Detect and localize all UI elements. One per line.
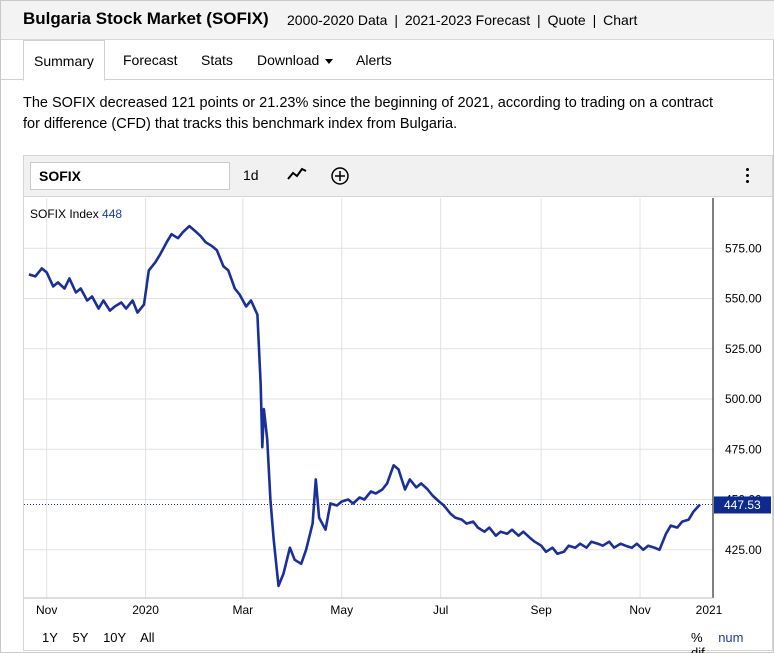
x-tick-label: Nov: [36, 603, 57, 617]
y-tick-label: 550.00: [725, 292, 762, 306]
x-tick-label: Nov: [629, 603, 650, 617]
display-mode-selector: % num dif: [679, 630, 772, 653]
y-tick-label: 500.00: [725, 392, 762, 406]
x-tick-label: 2020: [132, 603, 159, 617]
tab-download[interactable]: Download: [257, 40, 334, 80]
separator: |: [537, 12, 541, 28]
more-options-icon[interactable]: [745, 168, 751, 186]
x-tick-label: Sep: [530, 603, 552, 617]
last-price-tag: [714, 496, 771, 514]
y-tick-label: 575.00: [725, 241, 762, 255]
interval-button[interactable]: 1d: [243, 167, 259, 183]
last-price-label: 447.53: [724, 498, 761, 512]
mode-num-button[interactable]: num: [718, 630, 744, 645]
tab-stats[interactable]: Stats: [201, 52, 233, 68]
mode-dif-button[interactable]: dif: [691, 645, 705, 653]
legend-series-value: 448: [102, 207, 123, 221]
link-forecast[interactable]: 2021-2023 Forecast: [404, 12, 531, 28]
separator: |: [394, 12, 398, 28]
y-tick-label: 525.00: [725, 342, 762, 356]
tab-summary[interactable]: Summary: [23, 40, 105, 81]
x-tick-label: Mar: [233, 603, 254, 617]
range-5y-button[interactable]: 5Y: [72, 630, 89, 645]
x-tick-label: May: [330, 603, 353, 617]
symbol-input[interactable]: SOFIX: [30, 162, 230, 190]
y-tick-label: 475.00: [725, 442, 762, 456]
link-quote[interactable]: Quote: [547, 12, 586, 28]
tab-alerts[interactable]: Alerts: [356, 52, 392, 68]
tab-download-label: Download: [257, 52, 320, 68]
tab-forecast[interactable]: Forecast: [123, 52, 178, 68]
separator: |: [592, 12, 597, 28]
page-title: Bulgaria Stock Market (SOFIX): [23, 9, 269, 28]
summary-description: The SOFIX decreased 121 points or 21.23%…: [23, 93, 774, 135]
caret-down-icon: [325, 58, 334, 64]
x-tick-label: 2021: [696, 603, 723, 617]
y-tick-label: 425.00: [725, 543, 762, 557]
chart-legend: SOFIX Index 448: [30, 207, 122, 221]
link-chart[interactable]: Chart: [603, 12, 638, 28]
chart-toolbar: SOFIX 1d: [24, 156, 772, 197]
tab-bar: Summary Forecast Stats Download Alerts: [1, 40, 774, 81]
series-line-sofix: [28, 224, 701, 588]
page-header: Bulgaria Stock Market (SOFIX) 2000-2020 …: [1, 1, 774, 40]
header-links: 2000-2020 Data | 2021-2023 Forecast | Qu…: [287, 12, 637, 28]
range-selector: 1Y 5Y 10Y All: [42, 630, 166, 645]
chart-type-icon[interactable]: [287, 166, 307, 185]
range-1y-button[interactable]: 1Y: [42, 630, 58, 645]
mode-percent-button[interactable]: %: [691, 630, 703, 645]
description-line-1: The SOFIX decreased 121 points or 21.23%…: [23, 95, 713, 111]
chart-plot-area: 575.00550.00525.00500.00475.00450.00425.…: [24, 198, 771, 617]
chart-container: SOFIX 1d 575.00 550.00 525.00 500.00 475.00 4…: [23, 155, 773, 653]
range-all-button[interactable]: All: [140, 630, 155, 645]
link-historical-data[interactable]: 2000-2020 Data: [287, 12, 388, 28]
range-10y-button[interactable]: 10Y: [103, 630, 127, 645]
description-line-2: for difference (CFD) that tracks this be…: [23, 116, 458, 132]
legend-series-name: SOFIX Index: [30, 207, 99, 221]
add-indicator-icon[interactable]: [330, 166, 350, 189]
x-tick-label: Jul: [433, 603, 448, 617]
